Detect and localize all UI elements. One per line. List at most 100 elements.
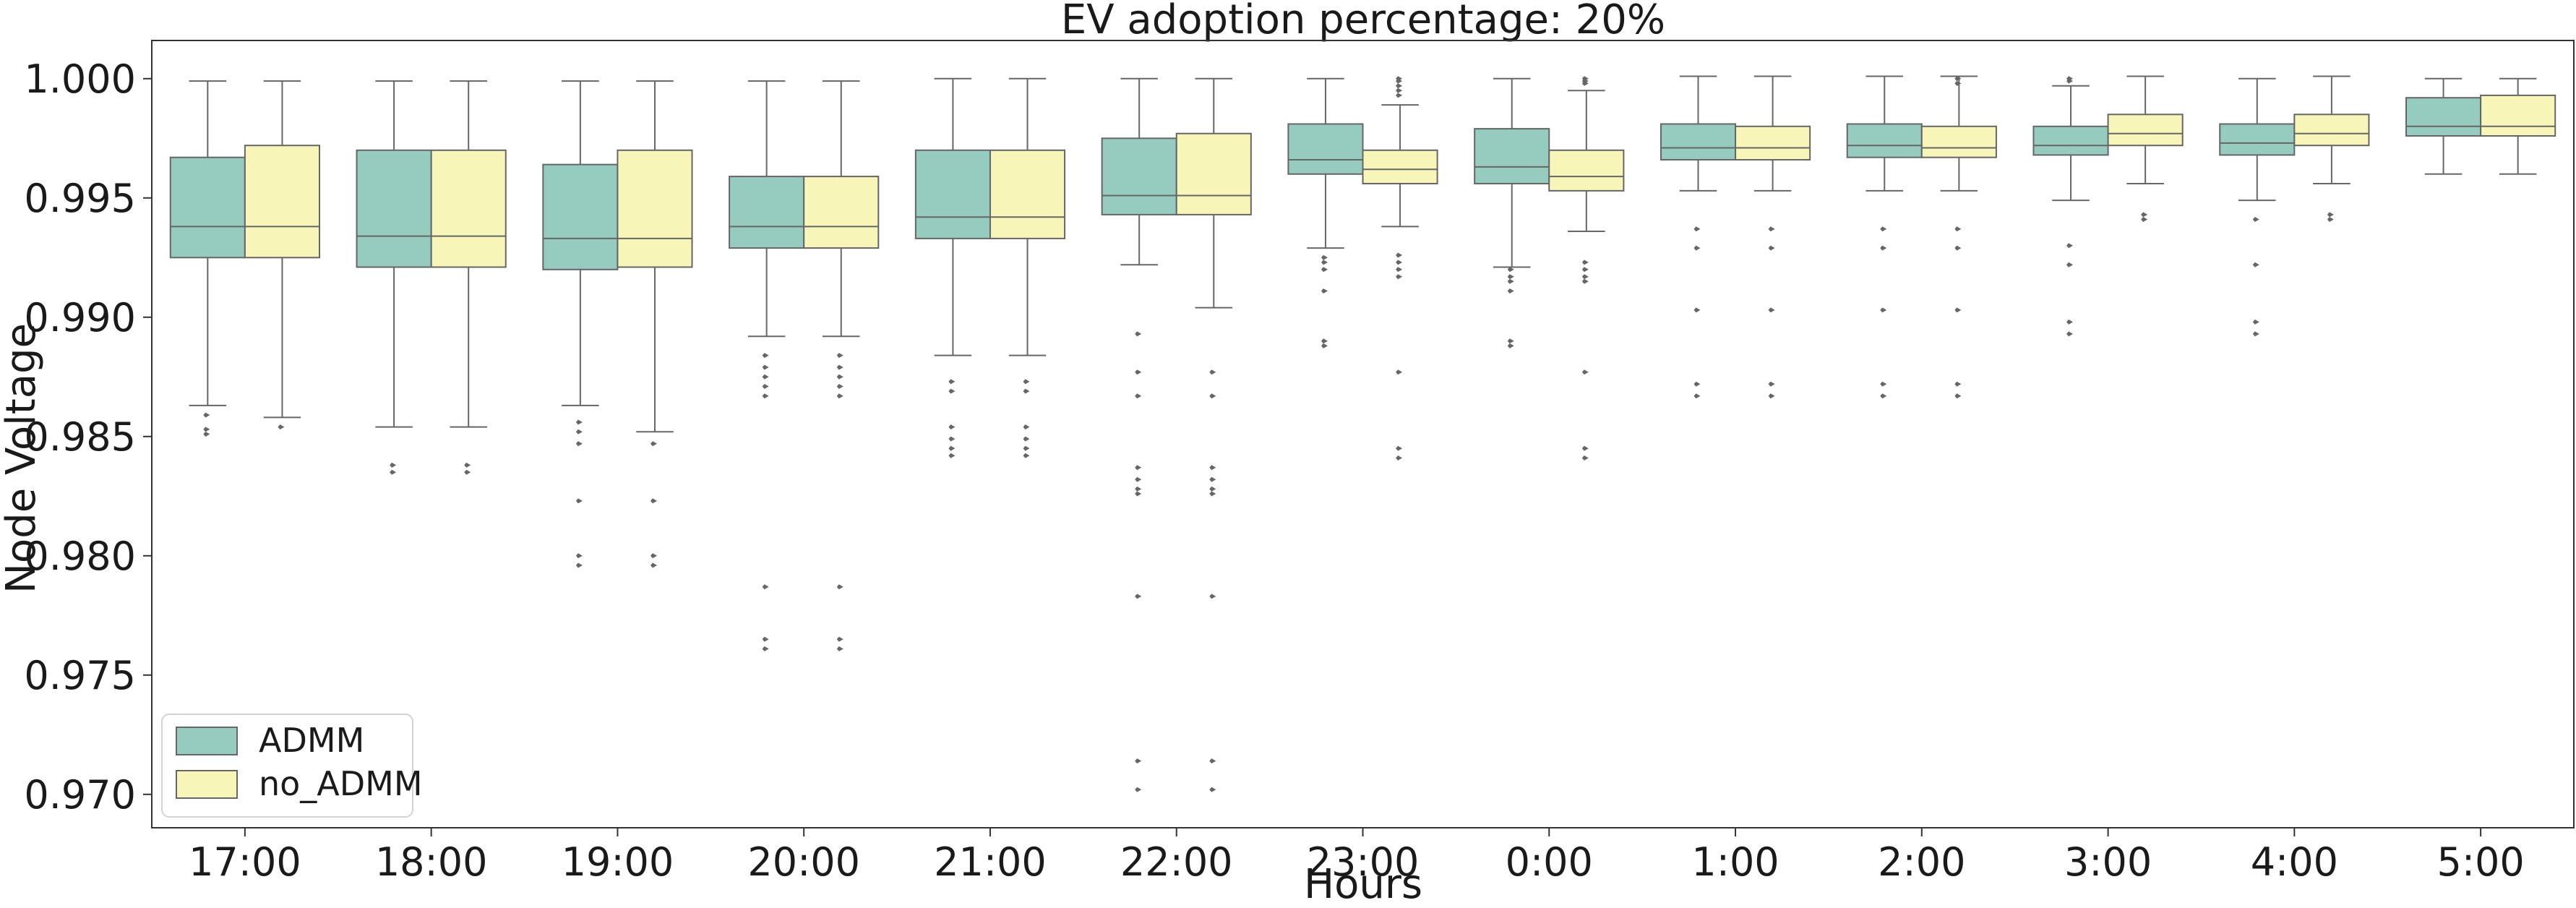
outlier-point-no-admm xyxy=(1396,252,1403,258)
outlier-point-admm xyxy=(1135,331,1142,337)
chart-title: EV adoption percentage: 20% xyxy=(1061,0,1665,43)
box-admm xyxy=(2405,97,2482,137)
outlier-point-no-admm xyxy=(464,462,471,468)
outlier-point-admm xyxy=(1880,307,1887,313)
outlier-point-admm xyxy=(1321,254,1328,260)
outlier-point-admm xyxy=(762,646,769,651)
box-admm xyxy=(542,163,619,270)
outlier-point-admm xyxy=(1135,486,1142,492)
box-admm xyxy=(1474,128,1550,185)
outlier-point-admm xyxy=(1321,338,1328,344)
x-tick-label: 18:00 xyxy=(375,839,488,885)
y-tick-label: 0.975 xyxy=(24,653,136,698)
outlier-point-admm xyxy=(948,436,956,442)
y-tick-label: 0.990 xyxy=(24,295,136,340)
outlier-point-no-admm xyxy=(1023,388,1030,394)
box-admm xyxy=(1846,123,1923,158)
outlier-point-admm xyxy=(203,412,210,418)
outlier-point-no-admm xyxy=(1954,307,1962,313)
box-no-admm xyxy=(2480,94,2556,137)
outlier-point-no-admm xyxy=(1396,369,1403,375)
outlier-point-admm xyxy=(1135,787,1142,792)
outlier-point-no-admm xyxy=(1396,274,1403,280)
box-admm xyxy=(729,176,805,249)
y-tick-label: 0.970 xyxy=(24,772,136,818)
outlier-point-no-admm xyxy=(1209,393,1216,399)
outlier-point-no-admm xyxy=(836,374,843,380)
outlier-point-no-admm xyxy=(1581,445,1589,451)
outlier-point-admm xyxy=(1321,260,1328,265)
outlier-point-admm xyxy=(762,393,769,399)
outlier-point-admm xyxy=(2252,319,2259,325)
outlier-point-no-admm xyxy=(650,553,657,559)
box-admm xyxy=(1287,123,1364,175)
outlier-point-admm xyxy=(1507,288,1514,294)
outlier-point-no-admm xyxy=(1396,87,1403,93)
outlier-point-no-admm xyxy=(1209,476,1216,482)
outlier-point-no-admm xyxy=(1768,393,1775,399)
outlier-point-no-admm xyxy=(2327,212,2334,218)
outlier-point-no-admm xyxy=(836,353,843,359)
outlier-point-admm xyxy=(575,553,583,559)
outlier-point-admm xyxy=(1135,465,1142,471)
outlier-point-no-admm xyxy=(1768,245,1775,251)
outlier-point-no-admm xyxy=(650,498,657,504)
x-tick-label: 5:00 xyxy=(2437,839,2524,885)
box-no-admm xyxy=(1548,149,1625,192)
y-axis-label: Node Voltage xyxy=(0,323,45,594)
x-axis-label: Hours xyxy=(1304,861,1422,908)
outlier-point-no-admm xyxy=(1396,455,1403,461)
outlier-point-no-admm xyxy=(1023,445,1030,451)
outlier-point-admm xyxy=(1880,226,1887,232)
box-no-admm xyxy=(2293,113,2370,147)
outlier-point-admm xyxy=(1135,476,1142,482)
outlier-point-no-admm xyxy=(1954,381,1962,387)
outlier-point-no-admm xyxy=(836,364,843,370)
box-no-admm xyxy=(2107,113,2184,147)
outlier-point-admm xyxy=(2252,331,2259,337)
outlier-point-admm xyxy=(203,427,210,432)
outlier-point-no-admm xyxy=(836,393,843,399)
outlier-point-admm xyxy=(575,419,583,425)
outlier-point-admm xyxy=(1693,226,1701,232)
outlier-point-admm xyxy=(1135,758,1142,764)
outlier-point-no-admm xyxy=(1209,486,1216,492)
outlier-point-admm xyxy=(1507,274,1514,280)
outlier-point-no-admm xyxy=(2141,217,2148,222)
outlier-point-admm xyxy=(575,429,583,434)
outlier-point-admm xyxy=(390,462,397,468)
outlier-point-no-admm xyxy=(1954,393,1962,399)
outlier-point-no-admm xyxy=(1023,436,1030,442)
outlier-point-no-admm xyxy=(1396,83,1403,89)
outlier-point-admm xyxy=(762,353,769,359)
x-tick-label: 3:00 xyxy=(2064,839,2152,885)
outlier-point-admm xyxy=(1135,393,1142,399)
outlier-point-admm xyxy=(762,384,769,389)
outlier-point-no-admm xyxy=(1396,93,1403,98)
outlier-point-no-admm xyxy=(1768,307,1775,313)
outlier-point-admm xyxy=(1507,278,1514,284)
outlier-point-admm xyxy=(390,469,397,475)
outlier-point-no-admm xyxy=(1768,226,1775,232)
outlier-point-admm xyxy=(575,562,583,568)
box-no-admm xyxy=(1362,149,1438,185)
box-no-admm xyxy=(617,149,693,268)
outlier-point-no-admm xyxy=(1581,455,1589,461)
outlier-point-admm xyxy=(948,445,956,451)
outlier-point-no-admm xyxy=(1581,80,1589,86)
outlier-point-no-admm xyxy=(1209,465,1216,471)
outlier-point-no-admm xyxy=(1023,453,1030,458)
outlier-point-no-admm xyxy=(650,441,657,447)
outlier-point-admm xyxy=(1507,338,1514,344)
x-tick-label: 1:00 xyxy=(1691,839,1779,885)
box-no-admm xyxy=(989,149,1066,239)
outlier-point-no-admm xyxy=(836,636,843,642)
outlier-point-admm xyxy=(1135,491,1142,497)
outlier-point-admm xyxy=(1880,381,1887,387)
outlier-point-admm xyxy=(1321,288,1328,294)
box-admm xyxy=(169,156,246,259)
box-no-admm xyxy=(244,145,320,259)
outlier-point-admm xyxy=(1880,245,1887,251)
outlier-point-no-admm xyxy=(1954,245,1962,251)
outlier-point-admm xyxy=(948,388,956,394)
